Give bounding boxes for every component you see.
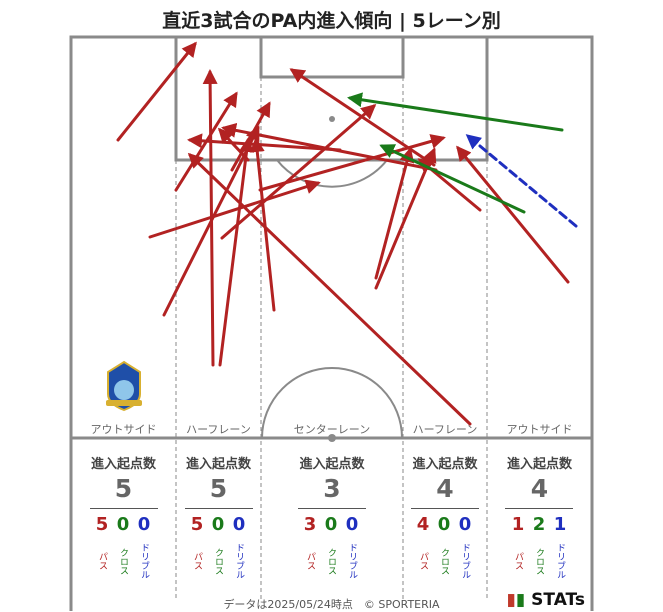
lane-stat-rule (298, 508, 366, 509)
lane-stat-cross: 0 クロス (113, 514, 133, 586)
cross-count: 2 (532, 514, 546, 535)
center-spot (328, 434, 336, 442)
lane-stat-total: 5 (209, 474, 228, 503)
pass-arrow (187, 133, 342, 152)
cross-count: 0 (116, 514, 130, 535)
brand-mark-icon: ▮ (506, 590, 516, 610)
pass-arrow (148, 179, 321, 239)
lane-stat-rule (505, 508, 573, 509)
lane-stat-cross: 0 クロス (208, 514, 228, 586)
lane-stat-dribble: 0 ドリブル (342, 514, 362, 586)
footer-note: データは2025/05/24時点 © SPORTERIA (223, 598, 440, 611)
cross-arrow (379, 144, 526, 214)
pass-arrow (187, 152, 472, 426)
lane-stat-header: 進入起点数 (185, 457, 251, 472)
brand-name: STATs (531, 590, 585, 610)
brand-mark-icon: ▮ (515, 590, 526, 610)
pass-arrow (162, 125, 260, 317)
pass-label: パス (418, 552, 428, 570)
dribble-label: ドリブル (139, 543, 149, 579)
pass-label: パス (97, 552, 107, 570)
lane-stat-dribble: 0 ドリブル (134, 514, 154, 586)
pass-arrow (258, 134, 446, 192)
lane-stat-total: 4 (436, 474, 454, 503)
lane-label-halfspace-right: ハーフレーン (412, 423, 478, 436)
lane-stat-cross: 0 クロス (434, 514, 454, 586)
pass-count: 4 (416, 514, 430, 535)
lane-stat-header: 進入起点数 (412, 457, 478, 472)
cross-label: クロス (534, 547, 544, 575)
pass-arrow (218, 137, 254, 367)
center-circle (261, 367, 403, 439)
cross-count: 0 (211, 514, 225, 535)
entry-arrows (116, 41, 578, 426)
pass-arrow (220, 104, 377, 240)
penalty-arc (276, 159, 388, 188)
lane-stat-pass: 5 パス (187, 514, 207, 586)
cross-count: 0 (324, 514, 338, 535)
dribble-count: 0 (345, 514, 359, 535)
cross-label: クロス (439, 547, 449, 575)
lane-stat-rule (90, 508, 158, 509)
dribble-count: 1 (553, 514, 567, 535)
lane-label-center: センターレーン (293, 423, 371, 436)
lane-stat-header: 進入起点数 (90, 457, 156, 472)
pass-arrow (374, 147, 415, 280)
pass-arrow (289, 68, 436, 167)
pass-count: 5 (190, 514, 204, 535)
pass-arrow (230, 101, 271, 172)
lane-stat-rule (185, 508, 253, 509)
penalty-spot (329, 116, 335, 122)
lane-stat-header: 進入起点数 (299, 457, 365, 472)
dribble-label: ドリブル (347, 543, 357, 579)
dribble-count: 0 (458, 514, 472, 535)
pass-label: パス (192, 552, 202, 570)
cross-label: クロス (326, 547, 336, 575)
lane-stat-total: 5 (114, 474, 133, 503)
lane-stat-dribble: 0 ドリブル (229, 514, 249, 586)
lane-stat-cross: 2 クロス (529, 514, 549, 586)
brand-logo: ▮▮ STATs (507, 590, 585, 610)
pass-label: パス (513, 552, 523, 570)
lane-stat-pass: 3 パス (300, 514, 320, 586)
lane-stat-total: 3 (323, 474, 341, 503)
dribble-count: 0 (232, 514, 246, 535)
lane-label-halfspace-left: ハーフレーン (186, 423, 251, 436)
lane-stat-total: 4 (530, 474, 549, 503)
page-title: 直近3試合のPA内進入傾向 | 5レーン別 (162, 10, 501, 32)
dribble-label: ドリブル (234, 543, 244, 579)
pass-count: 1 (511, 514, 525, 535)
pass-count: 5 (95, 514, 109, 535)
cross-count: 0 (437, 514, 451, 535)
pass-count: 3 (303, 514, 317, 535)
lane-stat-pass: 1 パス (508, 514, 528, 586)
pass-arrow (116, 41, 197, 142)
dribble-label: ドリブル (555, 543, 565, 579)
lane-stat-rule (411, 508, 479, 509)
lane-stat-cross: 0 クロス (321, 514, 341, 586)
goal-area (259, 35, 405, 79)
lane-stat-pass: 4 パス (413, 514, 433, 586)
cross-label: クロス (213, 547, 223, 575)
lane-stat-header: 進入起点数 (506, 457, 572, 472)
club-crest-icon (106, 360, 142, 412)
pass-label: パス (305, 552, 315, 570)
cross-arrow (347, 92, 564, 132)
lane-stat-pass: 5 パス (92, 514, 112, 586)
lane-stat-dribble: 0 ドリブル (455, 514, 475, 586)
lane-stat-dribble: 1 ドリブル (550, 514, 570, 586)
pass-arrow (456, 145, 570, 284)
dribble-arrow (465, 134, 578, 228)
dribble-label: ドリブル (460, 543, 470, 579)
lane-label-outside-left: アウトサイド (90, 423, 157, 436)
lane-label-outside-right: アウトサイド (506, 423, 573, 436)
cross-label: クロス (118, 547, 128, 575)
dribble-count: 0 (137, 514, 151, 535)
